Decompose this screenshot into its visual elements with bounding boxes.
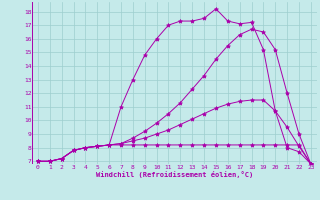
X-axis label: Windchill (Refroidissement éolien,°C): Windchill (Refroidissement éolien,°C)	[96, 171, 253, 178]
